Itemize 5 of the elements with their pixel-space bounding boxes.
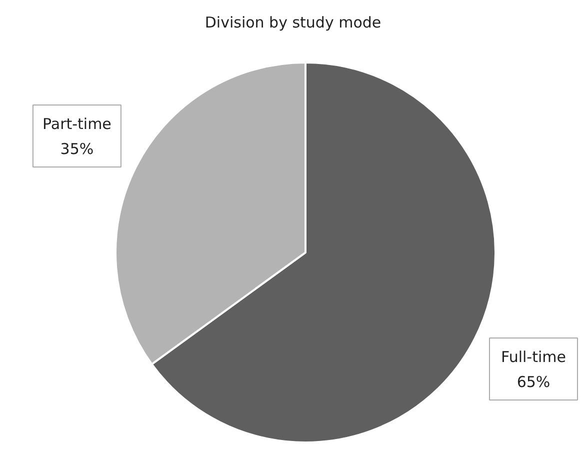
- data-label: 65%: [516, 372, 550, 391]
- data-label: 35%: [60, 140, 94, 158]
- slice-label: Part-time: [42, 115, 112, 134]
- chart-title: Division by study mode: [204, 14, 382, 32]
- slice-label: Full-time: [501, 348, 566, 366]
